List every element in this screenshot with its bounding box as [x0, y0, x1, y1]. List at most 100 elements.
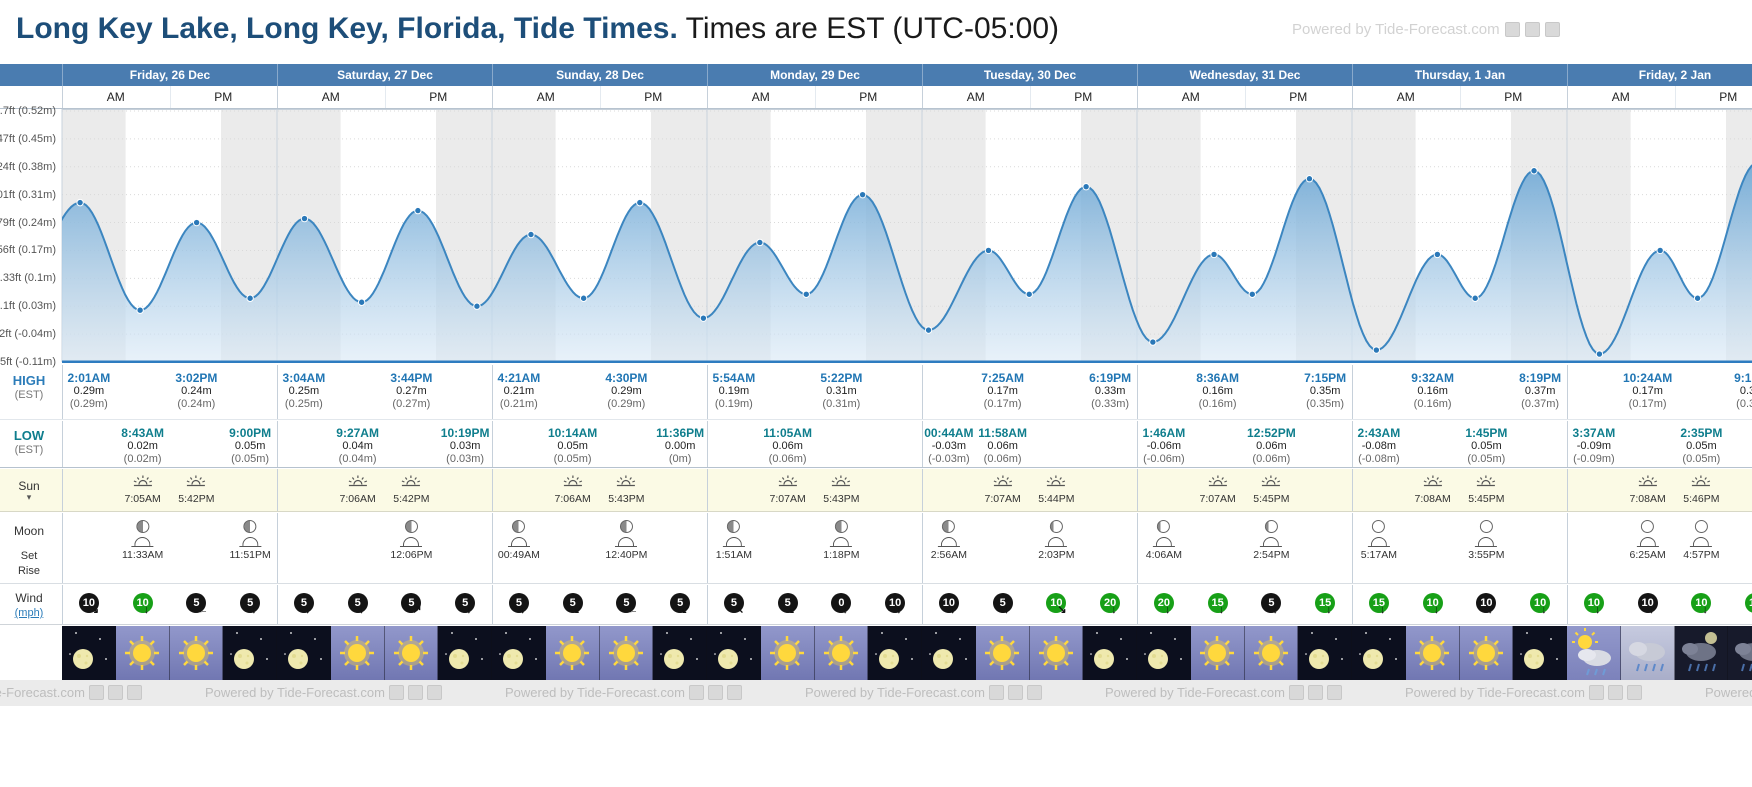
y-axis-tick-label: 0.56ft (0.17m) — [0, 244, 56, 257]
moon-set-rise-icon — [507, 537, 530, 547]
wind-speed-badge: 10↓ — [1691, 593, 1712, 616]
low-tide-row: LOW (EST) 8:43AM 0.02m (0.02m) 9:00PM 0.05m(… — [0, 421, 1752, 468]
day-divider — [707, 513, 708, 583]
high-tide-entry: 4:30PM 0.29m (0.29m) — [605, 372, 647, 411]
ampm-label: AM — [1396, 90, 1415, 104]
day-divider — [277, 421, 278, 467]
high-tide-entry: 6:19PM 0.33m (0.33m) — [1089, 372, 1131, 411]
wind-direction-arrow-icon: ↓ — [1433, 604, 1440, 616]
day-divider — [1352, 513, 1353, 583]
moon-event-entry: 3:55PM — [1468, 520, 1504, 561]
moon-event-entry: 4:06AM — [1146, 520, 1182, 561]
wind-direction-arrow-icon: ↓ — [304, 604, 311, 616]
wind-speed-badge: 5 ← — [616, 593, 638, 616]
tide-time: 3:44PM — [390, 371, 433, 385]
moon-event-entry: 2:03PM — [1038, 520, 1074, 561]
moon-event-time: 12:06PM — [390, 549, 433, 561]
wind-speed-badge: 10↓ — [1422, 593, 1443, 616]
day-divider — [492, 365, 493, 419]
footer-watermark: Powered by Tide-Forecast.com — [805, 685, 1042, 700]
ampm-divider — [1674, 86, 1676, 108]
tide-height-alt: (-0.09m) — [1573, 453, 1615, 465]
weather-moon-icon — [922, 626, 976, 680]
tide-height-alt: (0.29m) — [607, 398, 646, 410]
tide-height-alt: (0.05m) — [1467, 453, 1506, 465]
social-icon — [388, 685, 404, 700]
moon-set-rise-icon — [1045, 537, 1068, 547]
sunset-icon — [831, 474, 851, 491]
weather-sun-icon — [169, 626, 224, 680]
day-divider — [1567, 469, 1568, 511]
weather-moon-icon — [653, 626, 707, 680]
tide-height-alt: (-0.06m) — [1143, 453, 1185, 465]
social-icon — [107, 685, 123, 700]
weather-moon-icon — [438, 626, 492, 680]
wind-units-link[interactable]: (mph) — [14, 607, 44, 619]
day-divider — [922, 365, 923, 419]
day-divider — [922, 86, 923, 108]
wind-speed-badge: 10 ↘ — [78, 593, 99, 616]
tide-time: 9:15PM — [1734, 371, 1752, 385]
weather-cloud-rain-icon — [1620, 626, 1675, 680]
sun-set-entry: 5:42PM — [178, 474, 214, 505]
y-axis-tick-label: -0.35ft (-0.11m) — [0, 356, 56, 368]
weather-sun-icon — [330, 626, 385, 680]
social-icon — [1326, 685, 1342, 700]
low-row-label: LOW (EST) — [13, 428, 45, 457]
day-divider — [1137, 365, 1138, 419]
tide-time: 10:24AM — [1622, 371, 1673, 385]
day-divider — [277, 86, 278, 108]
day-divider — [1352, 365, 1353, 419]
chevron-down-icon: ▾ — [26, 492, 32, 502]
day-divider — [62, 86, 63, 108]
day-divider — [1137, 469, 1138, 511]
social-icon — [1504, 22, 1520, 37]
tide-height-alt: (0.29m) — [69, 398, 108, 410]
weather-sun-icon — [115, 626, 170, 680]
low-tide-entry: 9:27AM 0.04m (0.04m) — [336, 427, 379, 466]
day-divider — [707, 421, 708, 467]
tide-height-alt: (0.05m) — [231, 453, 270, 465]
wind-speed-badge: 10↓ — [885, 593, 906, 616]
tide-height-alt: (0.37m) — [1521, 398, 1560, 410]
ampm-label: AM — [966, 90, 985, 104]
moon-phase-icon — [1479, 520, 1493, 533]
high-tide-entry: 8:19PM 0.37m (0.37m) — [1519, 372, 1561, 411]
tide-height: 0.37m — [1524, 385, 1556, 397]
tide-height-alt: (0.31m) — [822, 398, 861, 410]
wind-direction-arrow-icon: ↓ — [519, 604, 526, 616]
wind-direction-arrow-icon: ↓ — [1164, 604, 1171, 616]
footer-watermark-text: Powered by Tide-Forecast.com — [0, 685, 85, 700]
day-divider — [1137, 421, 1138, 467]
tide-time: 9:32AM — [1411, 371, 1454, 385]
sunset-icon — [1046, 474, 1066, 491]
wind-direction-arrow-icon: ↓ — [896, 604, 902, 616]
tide-height-alt: (0.05m) — [1682, 453, 1721, 465]
tide-time: 5:54AM — [712, 371, 756, 385]
sun-rise-time: 7:07AM — [984, 493, 1021, 505]
moon-event-time: 5:17AM — [1360, 549, 1397, 561]
tide-height: 0.02m — [127, 440, 158, 452]
moon-phase-icon — [834, 520, 848, 533]
tide-time: 12:52PM — [1247, 426, 1296, 440]
day-divider — [1137, 585, 1138, 624]
moon-set-rise-icon — [400, 537, 423, 547]
wind-direction-arrow-icon: ↓ — [1218, 604, 1225, 616]
wind-direction-arrow-icon: ← — [627, 604, 639, 616]
sun-row-toggle[interactable]: Sun ▾ — [0, 479, 58, 502]
sun-row: Sun ▾ 7:05AM 5:42PM 7:06AM 5:42PM 7:06AM 5:43… — [0, 469, 1752, 512]
ampm-label: PM — [429, 90, 448, 104]
moon-set-rise-icon — [131, 537, 154, 547]
tide-height-alt: (0.25m) — [284, 398, 323, 410]
day-divider — [707, 469, 708, 511]
high-tide-entry: 4:21AM 0.21m (0.21m) — [498, 372, 541, 411]
weather-sun-icon — [760, 626, 815, 680]
moon-event-entry: 12:06PM — [390, 520, 432, 561]
wind-speed-badge: 5 ↖ — [723, 593, 744, 616]
sun-set-entry: 5:43PM — [608, 474, 644, 505]
moon-row: Moon Set Rise 11:33AM 11:51PM 12:06PM 00:49… — [0, 513, 1752, 584]
day-divider — [1352, 421, 1353, 467]
day-divider — [1567, 585, 1568, 624]
weather-cloud-rain-night-icon — [1674, 626, 1729, 680]
